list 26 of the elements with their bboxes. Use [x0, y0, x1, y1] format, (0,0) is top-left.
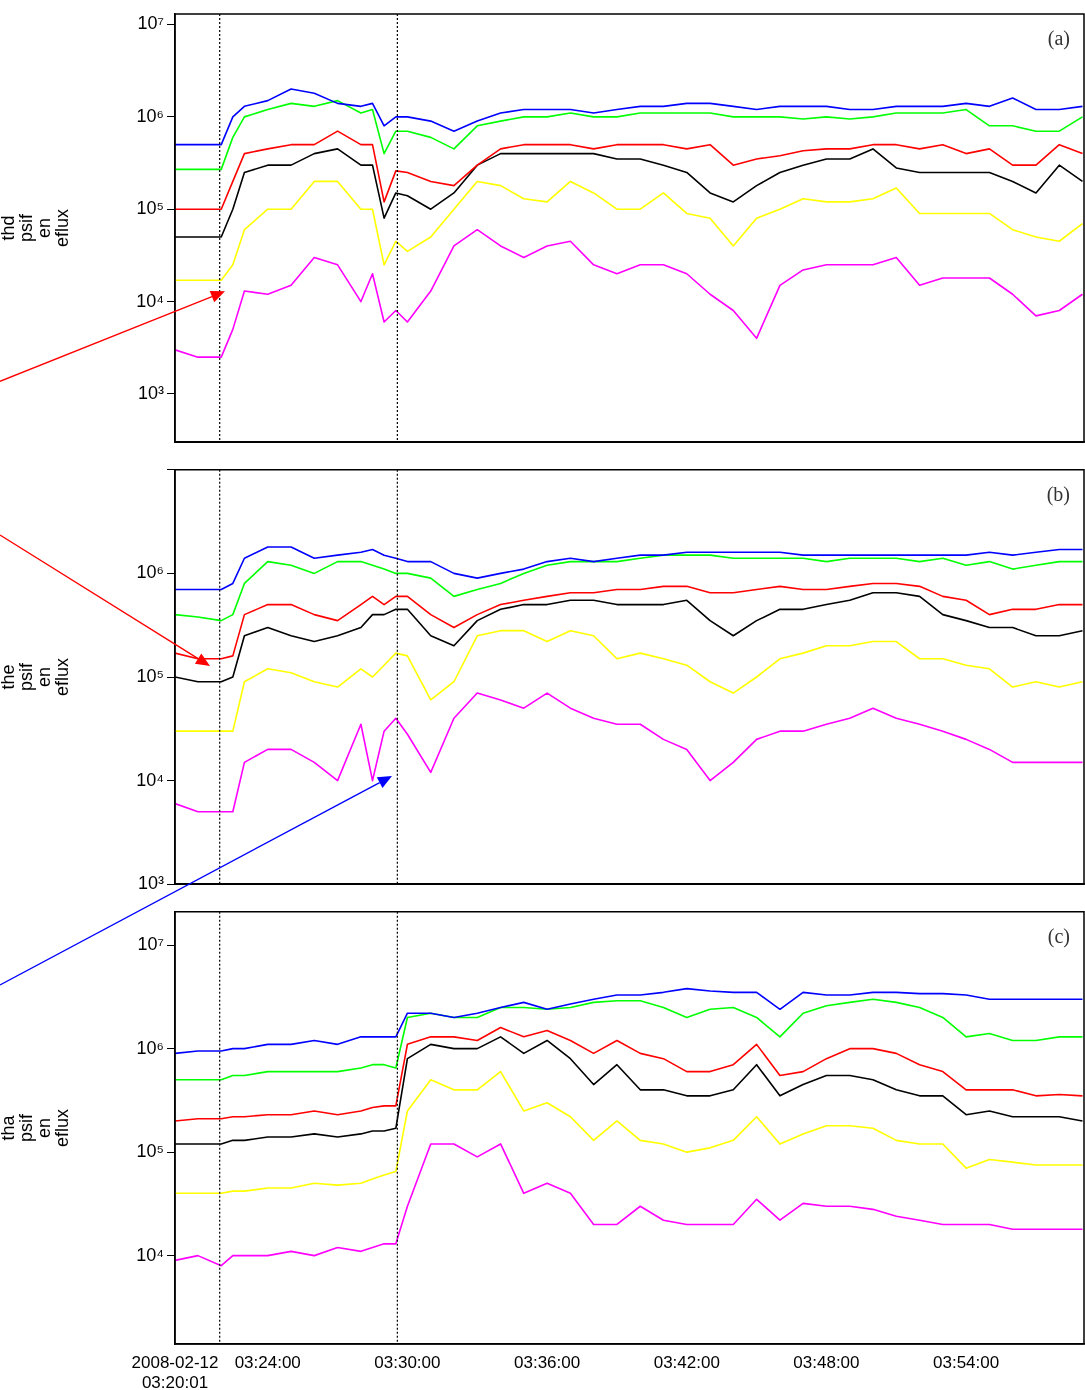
x-tick-label: 03:54:00 [933, 1352, 1000, 1372]
y-tick-label: 10⁷ [137, 13, 164, 34]
y-tick-label: 10⁴ [136, 290, 164, 311]
y-axis-title: thd psif en eflux [0, 209, 72, 248]
x-tick-label: 03:24:00 [234, 1352, 301, 1372]
x-tick-label: 03:36:00 [514, 1352, 581, 1372]
x-tick-label: 03:42:00 [653, 1352, 720, 1372]
y-axis-title: tha psif en eflux [0, 1108, 72, 1147]
annotation: (b) [1046, 483, 1070, 507]
y-tick-label: 10⁵ [136, 1141, 164, 1162]
y-tick-label: 10⁶ [136, 1037, 164, 1058]
y-tick-label: 10⁵ [136, 665, 164, 686]
y-tick-label: 10³ [137, 873, 165, 894]
y-axis-title: the psif en eflux [0, 657, 72, 697]
y-tick-label: 10³ [137, 382, 165, 403]
y-tick-label: 10⁶ [136, 105, 164, 126]
y-tick-label: 10⁶ [136, 562, 164, 583]
y-tick-label: 10⁴ [136, 1244, 164, 1265]
annotation: (a) [1047, 27, 1070, 51]
x-tick-label: 03:30:00 [374, 1352, 441, 1372]
annotation: (c) [1047, 925, 1070, 949]
y-tick-label: 10⁴ [136, 769, 164, 790]
x-tick-label: 2008-02-12 03:20:01 [131, 1352, 219, 1390]
y-tick-label: 10⁷ [137, 934, 164, 955]
y-tick-label: 10⁵ [136, 198, 164, 219]
x-tick-label: 03:48:00 [793, 1352, 860, 1372]
